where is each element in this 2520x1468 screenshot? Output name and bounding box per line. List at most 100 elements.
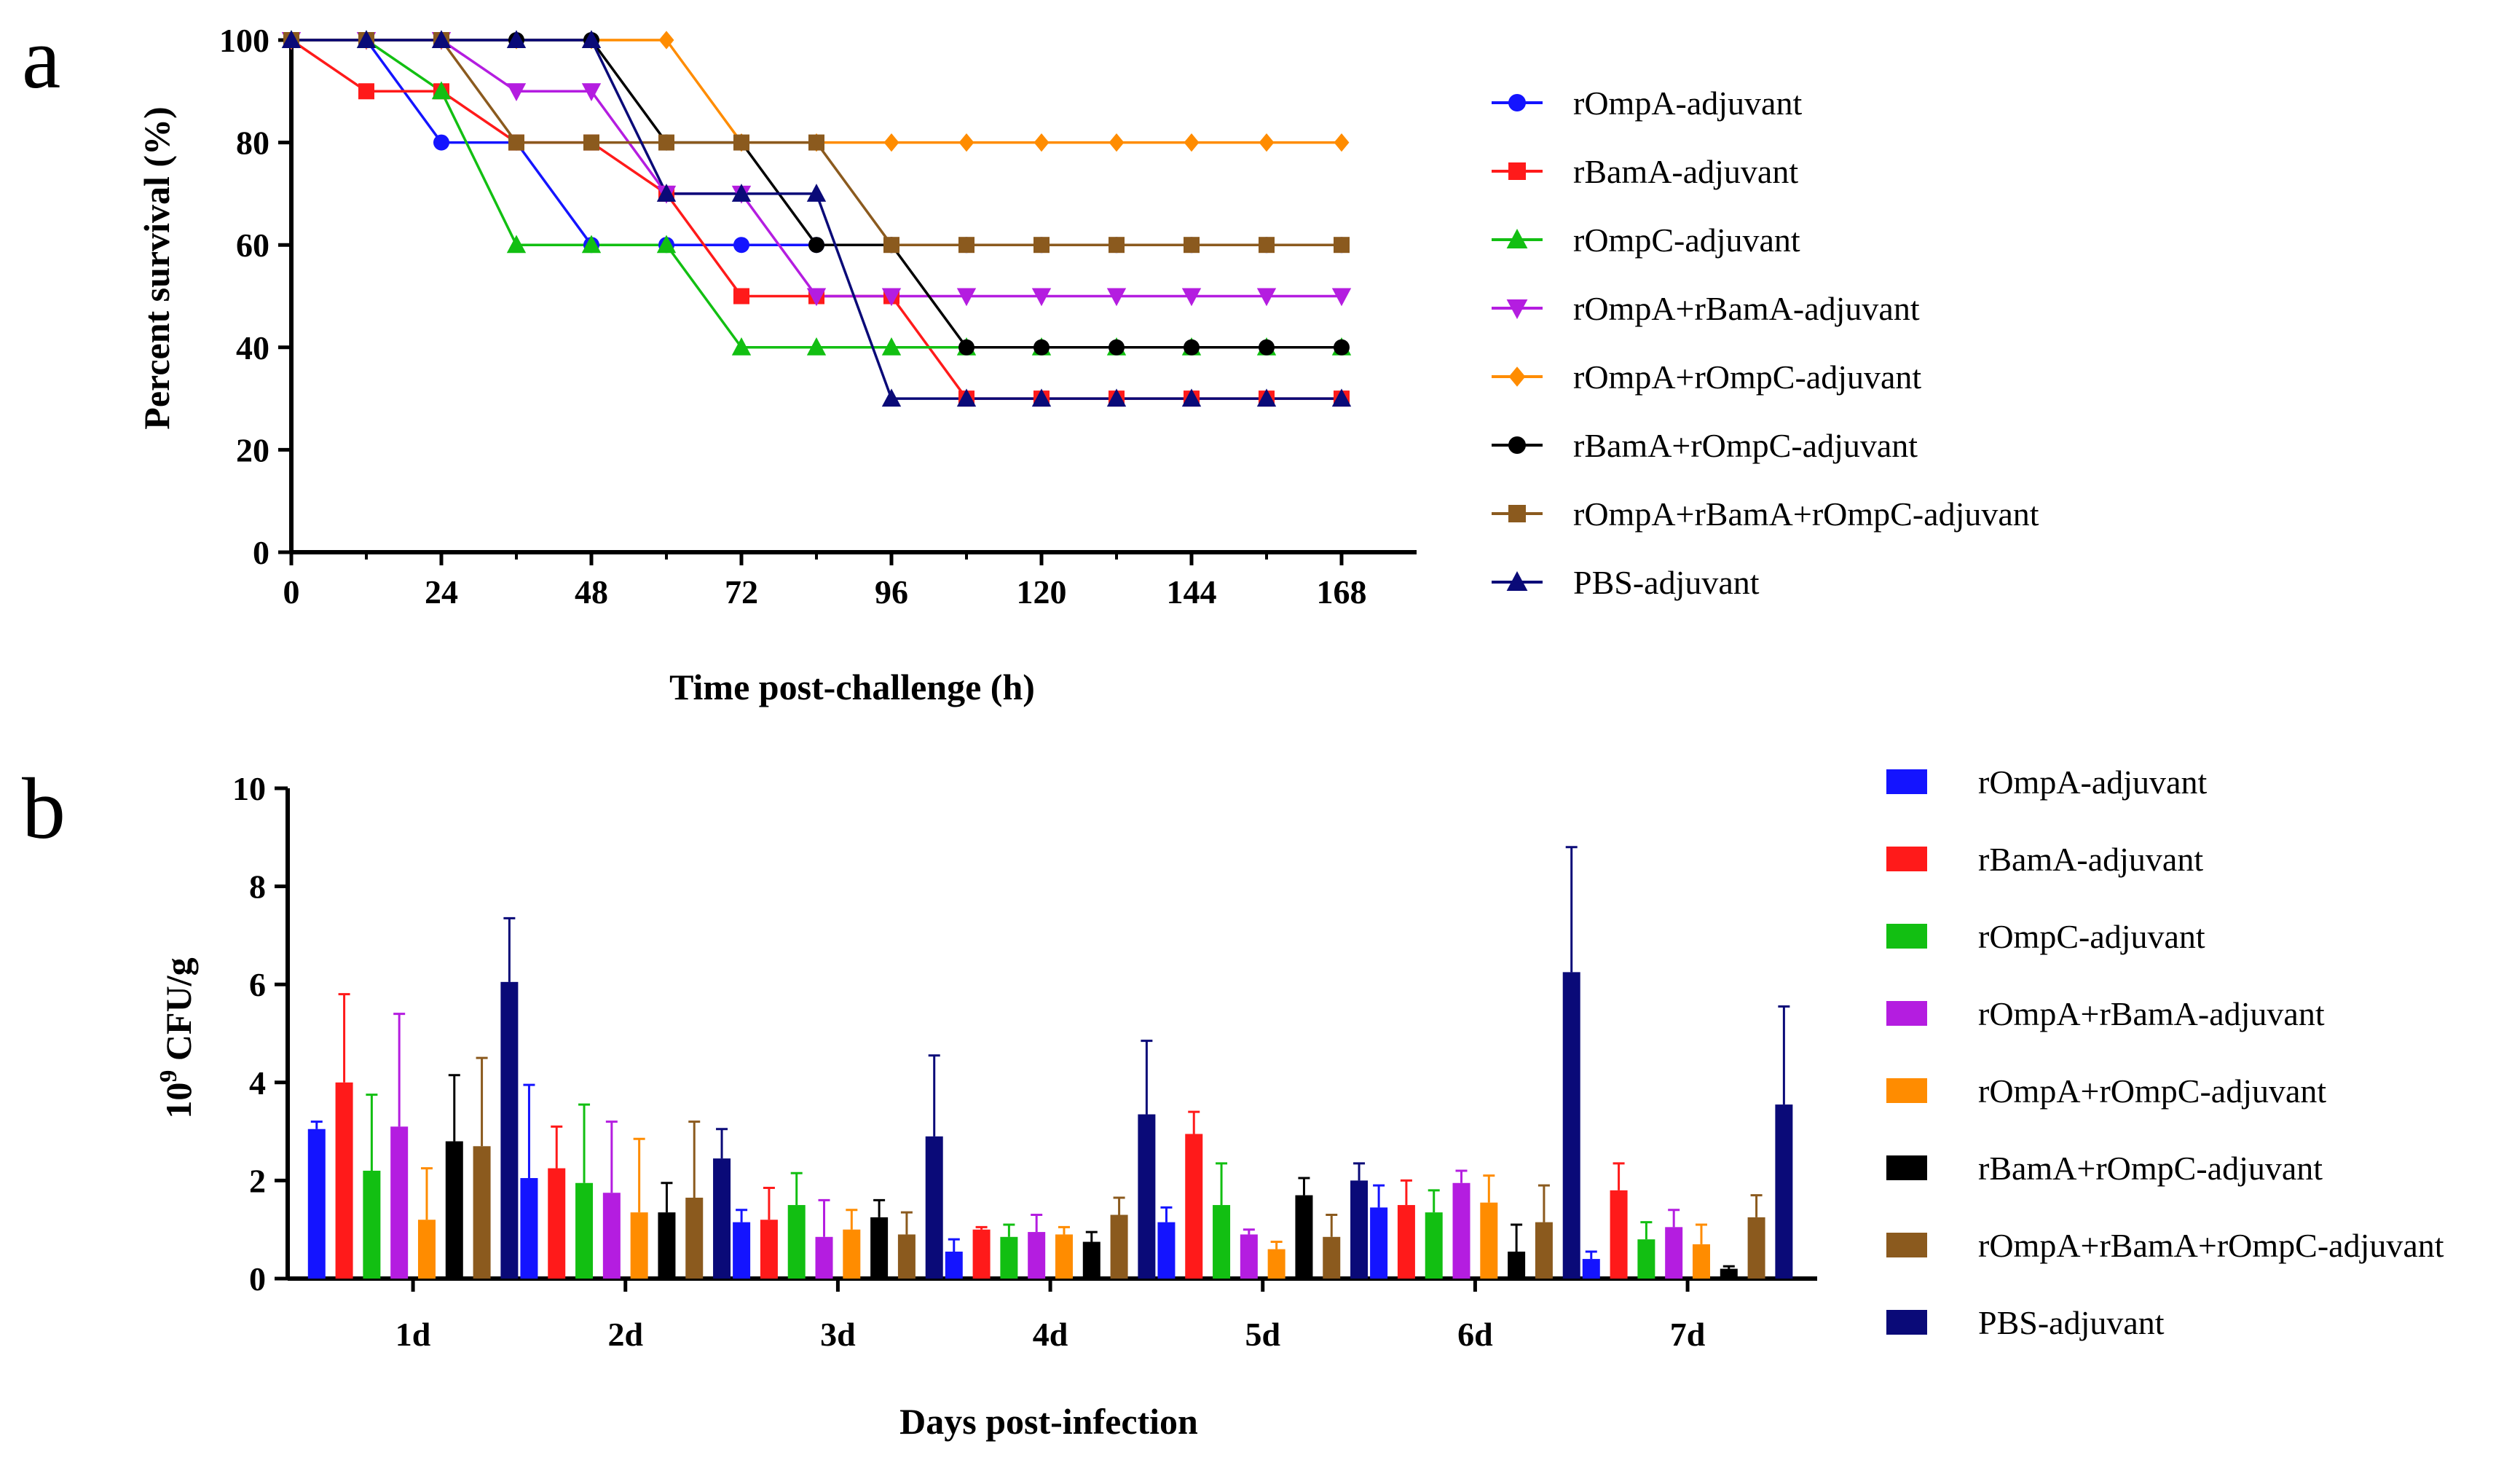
panel-b-bar-pbs-adjuvant (500, 981, 519, 1279)
panel-b-legend-label: rOmpA+rBamA-adjuvant (1978, 995, 2325, 1032)
panel-a-y-tick-label: 80 (236, 125, 269, 162)
panel-a-point-rompa-plus-rompc-adjuvant (658, 31, 674, 50)
panel-a-point-rompa-plus-rbama-plus-rompc-adjuvant (808, 134, 824, 151)
panel-a-x-tick-label: 120 (1017, 573, 1067, 611)
panel-a-point-rompa-plus-rbama-adjuvant (881, 288, 902, 307)
panel-b-legend-swatch-rompa-plus-rbama-plus-rompc-adjuvant (1886, 1233, 1927, 1257)
panel-b-x-tick-label: 5d (1245, 1316, 1280, 1353)
panel-a-point-rompa-adjuvant (433, 134, 449, 151)
panel-a-point-pbs-adjuvant (731, 184, 752, 202)
panel-b-legend-label: rBamA-adjuvant (1978, 841, 2203, 878)
panel-a-point-rbama-plus-rompc-adjuvant (1109, 339, 1125, 356)
panel-a-point-rompc-adjuvant (806, 337, 827, 356)
panel-b-legend-label: rOmpA-adjuvant (1978, 764, 2207, 801)
panel-a-y-tick-label: 100 (219, 22, 269, 59)
panel-a-legend-marker-rompa-plus-rbama-plus-rompc-adjuvant (1508, 505, 1526, 522)
panel-b-y-axis-title-unit: CFU/g (158, 957, 199, 1069)
panel-b-y-axis-title-base: 10 (158, 1083, 199, 1119)
panel-a-point-pbs-adjuvant (1256, 388, 1277, 407)
panel-b-bar-rompc-adjuvant (1425, 1212, 1443, 1279)
panel-b-bar-rbama-plus-rompc-adjuvant (445, 1141, 463, 1279)
panel-b-bar-rompa-plus-rbama-adjuvant (390, 1126, 409, 1279)
panel-b-bar-rbama-plus-rompc-adjuvant (658, 1212, 676, 1279)
panel-b-y-axis-title-exponent: 9 (155, 1070, 182, 1083)
panel-a-point-rompa-plus-rompc-adjuvant (883, 133, 899, 152)
panel-a-point-pbs-adjuvant (956, 388, 977, 407)
panel-b-y-tick-label: 2 (249, 1162, 266, 1199)
panel-a-point-rompa-plus-rbama-adjuvant (1331, 288, 1352, 307)
panel-a-point-rompa-plus-rompc-adjuvant (1033, 133, 1050, 152)
panel-a-x-tick-label: 168 (1317, 573, 1367, 611)
panel-b-bar-pbs-adjuvant (1775, 1104, 1793, 1279)
panel-a-legend-label: rBamA-adjuvant (1573, 153, 1798, 190)
panel-a-legend: rOmpA-adjuvant rBamA-adjuvant rOmpC-adjuva… (1492, 85, 2039, 601)
panel-b-bar-rompa-plus-rbama-plus-rompc-adjuvant (1535, 1222, 1553, 1279)
panel-a-point-rompa-plus-rbama-adjuvant (1256, 288, 1277, 307)
panel-b-plot-area (307, 846, 1793, 1279)
panel-b-x-tick-label: 2d (607, 1316, 643, 1353)
panel-b-legend-label: rBamA+rOmpC-adjuvant (1978, 1150, 2323, 1187)
panel-a-point-rbama-adjuvant (358, 83, 374, 100)
panel-b-bar-rompa-adjuvant (1582, 1259, 1600, 1279)
panel-b-legend-swatch-rbama-adjuvant (1886, 847, 1927, 871)
panel-a-point-pbs-adjuvant (1331, 388, 1352, 407)
panel-b-bar-pbs-adjuvant (925, 1136, 943, 1279)
panel-b-bar-rbama-adjuvant (548, 1168, 566, 1279)
panel-b-x-axis-title: Days post-infection (899, 1401, 1198, 1442)
panel-b-legend-label: rOmpA+rOmpC-adjuvant (1978, 1072, 2326, 1110)
panel-a-point-pbs-adjuvant (356, 30, 377, 48)
panel-a-point-pbs-adjuvant (1106, 388, 1127, 407)
panel-b-bar-rompa-plus-rompc-adjuvant (1480, 1202, 1498, 1279)
panel-b-bar-rompa-plus-rbama-plus-rompc-adjuvant (897, 1234, 916, 1279)
panel-b-bar-rompc-adjuvant (1213, 1205, 1231, 1279)
panel-b-bar-rompa-adjuvant (520, 1178, 538, 1279)
panel-a-x-tick-label: 0 (283, 573, 300, 611)
panel-b-bar-rompa-plus-rbama-plus-rompc-adjuvant (1110, 1214, 1128, 1279)
panel-a-point-rompc-adjuvant (506, 235, 527, 254)
panel-a-point-rompa-plus-rbama-adjuvant (1181, 288, 1202, 307)
panel-b-y-axis-title: 109 CFU/g (155, 957, 199, 1118)
panel-a-point-rbama-plus-rompc-adjuvant (1334, 339, 1350, 356)
panel-b-legend-swatch-rompc-adjuvant (1886, 924, 1927, 949)
panel-a-point-rompa-plus-rbama-plus-rompc-adjuvant (1109, 237, 1125, 254)
panel-b-bar-rompa-adjuvant (1370, 1207, 1388, 1279)
panel-b-bar-rbama-plus-rompc-adjuvant (1295, 1195, 1313, 1279)
panel-a-point-rompa-plus-rbama-plus-rompc-adjuvant (1033, 237, 1050, 254)
panel-b-legend-swatch-rompa-plus-rbama-adjuvant (1886, 1001, 1927, 1026)
panel-a-y-tick-label: 40 (236, 329, 269, 366)
panel-b-bar-pbs-adjuvant (713, 1158, 731, 1279)
panel-a-point-pbs-adjuvant (506, 30, 527, 48)
panel-a-point-rompa-plus-rbama-plus-rompc-adjuvant (1334, 237, 1350, 254)
panel-a-point-rompa-plus-rbama-adjuvant (956, 288, 977, 307)
panel-b-bar-rompa-plus-rompc-adjuvant (843, 1229, 861, 1279)
panel-b-legend-label: rOmpC-adjuvant (1978, 918, 2205, 955)
panel-a-legend-label: rOmpA+rBamA+rOmpC-adjuvant (1573, 495, 2039, 533)
panel-a-point-rompa-plus-rbama-plus-rompc-adjuvant (658, 134, 674, 151)
panel-a-point-rompc-adjuvant (581, 235, 602, 254)
panel-b-bar-rompc-adjuvant (363, 1170, 381, 1279)
panel-a-legend-marker-rompa-plus-rbama-adjuvant (1506, 299, 1528, 319)
panel-b-bar-rbama-plus-rompc-adjuvant (870, 1217, 889, 1279)
panel-a-point-rbama-plus-rompc-adjuvant (808, 237, 824, 254)
panel-b-legend-swatch-pbs-adjuvant (1886, 1310, 1927, 1335)
panel-b-bar-pbs-adjuvant (1350, 1180, 1369, 1279)
panel-b-x-tick-label: 6d (1457, 1316, 1493, 1353)
panel-a-point-rompa-plus-rompc-adjuvant (1109, 133, 1125, 152)
panel-a-point-rompa-plus-rbama-adjuvant (581, 83, 602, 102)
panel-a-point-rompc-adjuvant (731, 337, 752, 356)
panel-a-y-tick-label: 20 (236, 431, 269, 468)
panel-a-point-rbama-plus-rompc-adjuvant (1184, 339, 1200, 356)
panel-b-legend-label: rOmpA+rBamA+rOmpC-adjuvant (1978, 1227, 2444, 1264)
panel-b-y-tick-label: 10 (232, 770, 266, 807)
panel-a-x-tick-label: 96 (875, 573, 908, 611)
panel-b-bar-rompa-plus-rbama-plus-rompc-adjuvant (1323, 1236, 1341, 1279)
panel-a-legend-marker-pbs-adjuvant (1506, 571, 1528, 591)
panel-b-y-tick-label: 0 (249, 1260, 266, 1298)
panel-b-bar-rompa-adjuvant (307, 1129, 326, 1279)
panel-b-bar-rbama-adjuvant (1610, 1190, 1628, 1279)
panel-b-bar-rompa-plus-rbama-adjuvant (1240, 1234, 1258, 1279)
panel-b-bar-rompc-adjuvant (1637, 1239, 1655, 1279)
panel-a-point-rompa-plus-rbama-plus-rompc-adjuvant (508, 134, 524, 151)
panel-b-bar-rbama-adjuvant (972, 1229, 991, 1279)
